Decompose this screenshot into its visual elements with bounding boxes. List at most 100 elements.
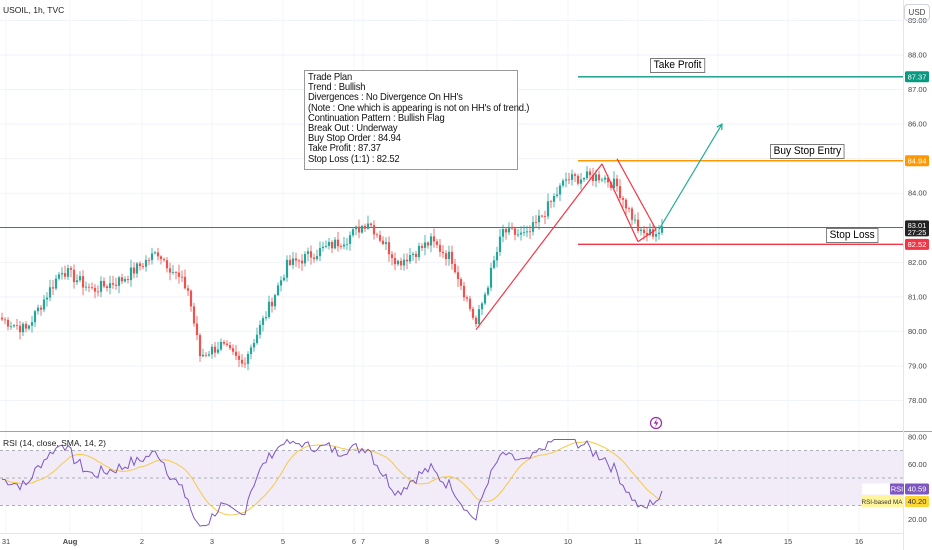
flag-upper-line[interactable]: [616, 158, 657, 230]
candle: [327, 237, 331, 250]
candle: [333, 236, 337, 250]
candle-body: [585, 171, 589, 179]
currency-button[interactable]: USD: [904, 4, 930, 21]
candle-body: [507, 226, 511, 233]
candle-body: [192, 306, 196, 324]
candle-body: [45, 297, 49, 300]
take-profit-label[interactable]: Take Profit: [650, 58, 706, 73]
candle-body: [120, 277, 124, 282]
candle: [399, 257, 403, 270]
x-tick-label: 15: [784, 537, 792, 546]
candle-body: [321, 246, 325, 249]
candle: [210, 343, 214, 359]
candle: [549, 199, 553, 209]
candle: [144, 255, 148, 272]
entry-price-tag-bg: [905, 155, 929, 167]
candle: [615, 174, 619, 192]
stop-loss-label[interactable]: Stop Loss: [826, 228, 879, 243]
candle-body: [129, 267, 133, 281]
candle: [435, 238, 439, 249]
candle: [309, 245, 313, 265]
candle-body: [51, 287, 55, 289]
candle: [300, 254, 304, 271]
candle-body: [288, 259, 292, 265]
candle: [126, 275, 130, 284]
candle: [552, 193, 556, 208]
candle-body: [99, 280, 103, 292]
candle: [630, 206, 634, 225]
candle-body: [72, 269, 76, 283]
candle-body: [384, 242, 388, 245]
candle: [72, 264, 76, 289]
projection-arrowhead[interactable]: [716, 123, 723, 131]
candle: [264, 311, 268, 321]
candle: [282, 274, 286, 282]
flag-pattern-drawing[interactable]: [475, 123, 723, 331]
candle-body: [582, 178, 586, 180]
candle-body: [324, 245, 328, 247]
candle: [411, 251, 415, 261]
candle-body: [339, 246, 343, 248]
candle-body: [561, 180, 565, 186]
candle-body: [63, 273, 67, 277]
candle-body: [243, 363, 247, 365]
entry-price-tag: 84.94: [908, 156, 927, 165]
flag-base-line[interactable]: [637, 229, 657, 243]
candle-body: [246, 354, 250, 364]
candle: [255, 327, 259, 345]
pole-line[interactable]: [475, 163, 603, 331]
buy-stop-entry-label[interactable]: Buy Stop Entry: [770, 144, 845, 159]
candle-body: [174, 272, 178, 273]
candle: [555, 187, 559, 198]
candle-body: [609, 182, 613, 188]
candle-body: [627, 208, 631, 210]
candle-body: [390, 254, 394, 259]
candle-body: [84, 286, 88, 288]
candle: [507, 222, 511, 236]
candle: [456, 265, 460, 287]
candle: [135, 262, 139, 278]
symbol-title[interactable]: USOIL, 1h, TVC: [3, 5, 65, 15]
candle-body: [516, 234, 520, 236]
candle-body: [81, 276, 85, 288]
candle: [657, 225, 661, 240]
candle-body: [9, 326, 13, 328]
trade-levels[interactable]: [578, 76, 903, 246]
rsi-indicator-title[interactable]: RSI (14, close, SMA, 14, 2): [3, 438, 106, 448]
candle: [306, 247, 310, 262]
candle-body: [429, 236, 433, 246]
candle-body: [171, 272, 175, 273]
candle-body: [96, 291, 100, 293]
candle: [471, 306, 475, 320]
candle: [432, 228, 436, 248]
y-tick-label: 80.00: [908, 327, 927, 336]
candle-body: [486, 287, 490, 295]
candle: [447, 245, 451, 266]
candle-body: [201, 354, 205, 357]
rsi-value-tag: 40.59: [908, 484, 927, 493]
candle: [354, 225, 358, 236]
flag-lower-line[interactable]: [601, 163, 639, 242]
candle-body: [300, 260, 304, 264]
trade-plan-note[interactable]: Trade Plan Trend : Bullish Divergences :…: [304, 70, 529, 170]
candle: [519, 226, 523, 241]
candle-body: [624, 199, 628, 209]
candle: [591, 167, 595, 186]
candle: [636, 212, 640, 234]
event-marker[interactable]: [649, 416, 663, 430]
candle: [534, 215, 538, 229]
candle-body: [651, 229, 655, 237]
candle-body: [531, 222, 535, 232]
candle: [33, 309, 37, 327]
candle: [426, 241, 430, 249]
candle: [303, 251, 307, 267]
candle-body: [660, 226, 664, 233]
candle-body: [144, 259, 148, 267]
rsi-tick-label: 20.00: [908, 515, 927, 524]
candle-body: [282, 277, 286, 281]
candle-body: [522, 232, 526, 234]
rsi-tag: RSI: [891, 484, 904, 493]
candle-body: [165, 260, 169, 269]
projection-arrow[interactable]: [658, 123, 723, 230]
